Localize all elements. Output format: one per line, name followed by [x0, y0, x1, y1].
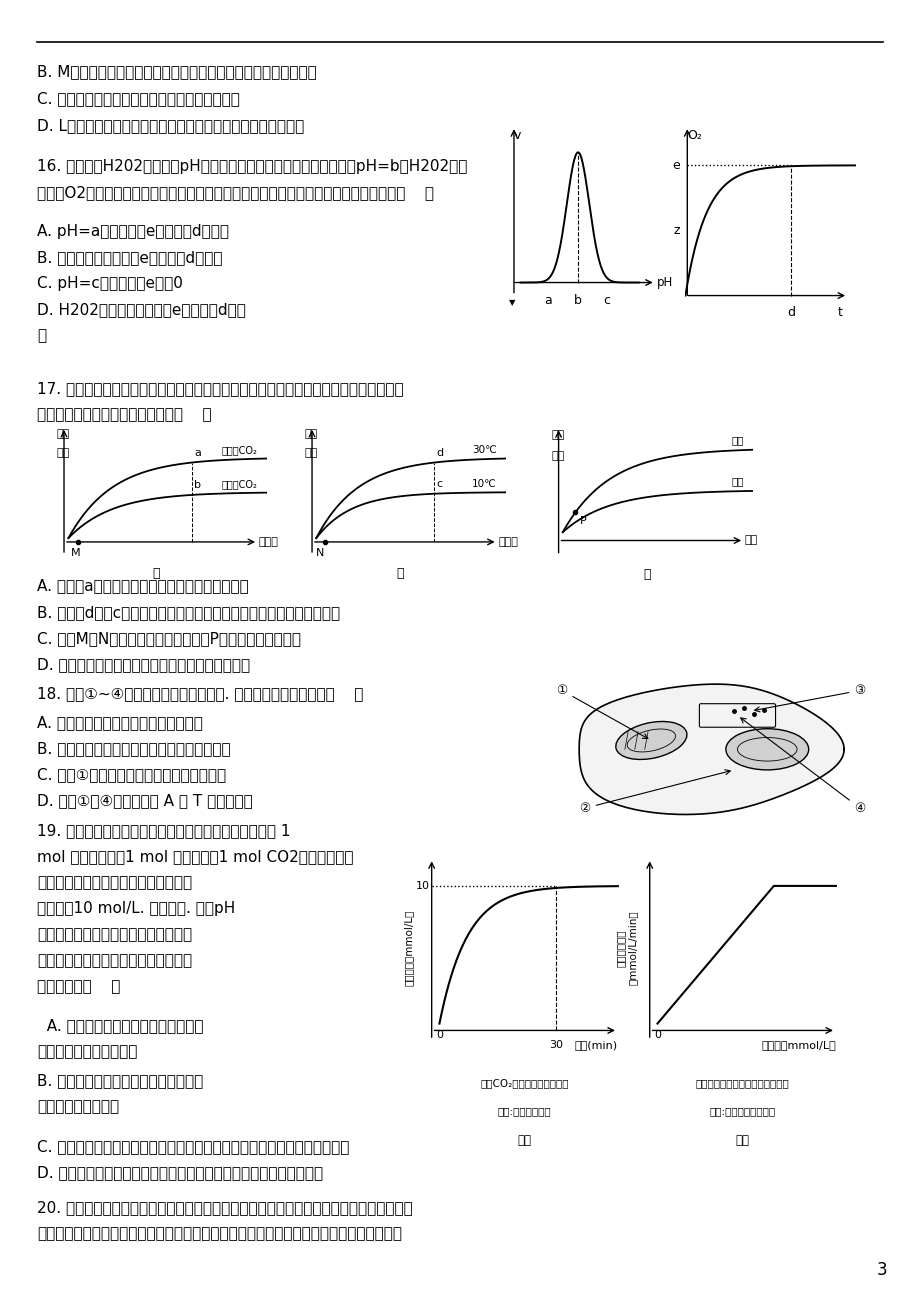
Text: 分充足。晴朗无风的夏日，观测得到了该植物光合速率等生理指标日变化趋势图据图分析，: 分充足。晴朗无风的夏日，观测得到了该植物光合速率等生理指标日变化趋势图据图分析，	[37, 1226, 402, 1242]
Text: d: d	[787, 306, 794, 319]
Text: 移: 移	[37, 328, 46, 344]
Text: D. 结构①和④都存在熈基 A 和 T 的互补配对: D. 结构①和④都存在熈基 A 和 T 的互补配对	[37, 793, 253, 809]
Text: N: N	[315, 548, 323, 559]
Text: 图甲: 图甲	[517, 1134, 531, 1147]
Text: A. 该图是高倍光学显微镜下看到的结构: A. 该图是高倍光学显微镜下看到的结构	[37, 715, 202, 730]
Text: 光合: 光合	[56, 430, 69, 439]
Text: C. pH=c时，图乙中e点为0: C. pH=c时，图乙中e点为0	[37, 276, 183, 292]
Text: 16. 左图甲是H202酶活性受pH影响的曲线，图乙表示在最适温度下，pH=b时H202分解: 16. 左图甲是H202酶活性受pH影响的曲线，图乙表示在最适温度下，pH=b时…	[37, 159, 467, 174]
Ellipse shape	[615, 721, 686, 759]
Text: t: t	[837, 306, 842, 319]
Text: ①: ①	[556, 684, 647, 738]
Text: 乙: 乙	[396, 568, 403, 581]
Text: 物质浓度（mmol/L）: 物质浓度（mmol/L）	[403, 910, 413, 986]
Text: D. H202量增加时，图乙中e点不移，d点左: D. H202量增加时，图乙中e点不移，d点左	[37, 302, 245, 318]
Text: 酶催化反应速率随酶浓度变化曲线: 酶催化反应速率随酶浓度变化曲线	[695, 1078, 789, 1088]
Text: 从小鼠的脑中得到该酶后，在谷氨酸起: 从小鼠的脑中得到该酶后，在谷氨酸起	[37, 875, 192, 891]
Text: P: P	[579, 517, 585, 526]
Text: a: a	[543, 294, 551, 307]
Text: 甲: 甲	[153, 568, 160, 581]
Text: 0: 0	[653, 1030, 660, 1040]
Text: D. L点时，该器官产生二氧化碗的场所是细胞中的线粒体基质。: D. L点时，该器官产生二氧化碗的场所是细胞中的线粒体基质。	[37, 118, 303, 134]
Text: C. 结构①不能将葡萄糖分解成二氧化碗和水: C. 结构①不能将葡萄糖分解成二氧化碗和水	[37, 767, 226, 783]
Text: mol 谷氨酸分解为1 mol 氨基丁酸和1 mol CO2。某科研小组: mol 谷氨酸分解为1 mol 氨基丁酸和1 mol CO2。某科研小组	[37, 849, 353, 865]
Text: 时间(min): 时间(min)	[574, 1040, 618, 1051]
Text: C. 乙图中如化反应速率增加的原因是随着酶浓度的增大，酶的活性逐渐增加: C. 乙图中如化反应速率增加的原因是随着酶浓度的增大，酶的活性逐渐增加	[37, 1139, 349, 1155]
Text: c: c	[603, 294, 609, 307]
Text: 高浓度CO₂: 高浓度CO₂	[221, 445, 256, 456]
Text: 弱光: 弱光	[731, 477, 743, 486]
Text: 产物CO₂浓度随时间变化曲线: 产物CO₂浓度随时间变化曲线	[480, 1078, 568, 1088]
Text: 低浓度CO₂: 低浓度CO₂	[221, 479, 256, 490]
Text: 30℃: 30℃	[471, 445, 496, 456]
Text: O₂: O₂	[686, 129, 701, 142]
Text: c: c	[436, 479, 442, 490]
Text: B. 乙图中d点与c点相比，相同时间内叶肉细胞中三碳化合物的生成量多: B. 乙图中d点与c点相比，相同时间内叶肉细胞中三碳化合物的生成量多	[37, 605, 339, 621]
Text: M: M	[71, 548, 80, 559]
Text: 图乙: 图乙	[735, 1134, 749, 1147]
Text: 的条件下，对该酶的如化反应过程进行: 的条件下，对该酶的如化反应过程进行	[37, 927, 192, 943]
Text: （注:酶浓度固定）: （注:酶浓度固定）	[497, 1107, 551, 1116]
Text: B. 温度降低时，图乙中e点不移，d点右移: B. 温度降低时，图乙中e点不移，d点右移	[37, 250, 222, 266]
Text: 速率: 速率	[56, 448, 69, 458]
Text: 法正确的是（    ）: 法正确的是（ ）	[37, 979, 120, 995]
Text: A. 二氧化碗浓度增加到一定程度以后: A. 二氧化碗浓度增加到一定程度以后	[37, 1018, 203, 1034]
Text: B. 乙图中当酶浓度增加到一定程度后如: B. 乙图中当酶浓度增加到一定程度后如	[37, 1073, 203, 1088]
Text: d: d	[436, 448, 443, 458]
Text: 在最适范围内。下列分析错误的是（    ）: 在最适范围内。下列分析错误的是（ ）	[37, 408, 211, 423]
Text: A. 甲图中a点的限制因素可能是叶绻体中酶的数量: A. 甲图中a点的限制因素可能是叶绻体中酶的数量	[37, 578, 248, 594]
Text: 光强度: 光强度	[258, 536, 278, 547]
Text: 17. 图分别表示两个自变量对光合速率的影响情况，除各图中所示因素外，其他因素均控: 17. 图分别表示两个自变量对光合速率的影响情况，除各图中所示因素外，其他因素均…	[37, 381, 403, 397]
Text: 10℃: 10℃	[471, 479, 496, 490]
Text: 20. 长叶刺葵是棕槅科热带植物。为了解其引种到重庆某地后的生理状况，某研究小组在水: 20. 长叶刺葵是棕槅科热带植物。为了解其引种到重庆某地后的生理状况，某研究小组…	[37, 1200, 412, 1216]
Text: C. 图中M、N点的限制因素是光强度，P点的限制因素是温度: C. 图中M、N点的限制因素是光强度，P点的限制因素是温度	[37, 631, 301, 647]
Text: 始浓度为10 mol/L. 最适温度. 最适pH: 始浓度为10 mol/L. 最适温度. 最适pH	[37, 901, 234, 917]
Text: C. 该器官呼吸作用过程中有非糖物质氧化分解。: C. 该器官呼吸作用过程中有非糖物质氧化分解。	[37, 91, 240, 107]
Text: ④: ④	[740, 717, 865, 815]
Text: ②: ②	[579, 769, 730, 815]
Text: B. 此细胞不可能是原核细胞，只能是动物细胞: B. 此细胞不可能是原核细胞，只能是动物细胞	[37, 741, 230, 756]
Text: 丙: 丙	[642, 568, 650, 581]
Text: ③: ③	[754, 684, 865, 712]
Text: D. 将甲的纵坐标改成乙中的如化反应速率，坐标曲线和原曲线不一样: D. 将甲的纵坐标改成乙中的如化反应速率，坐标曲线和原曲线不一样	[37, 1165, 323, 1181]
Text: D. 丙图中，随着温度的升高，曲线走势将稳定不变: D. 丙图中，随着温度的升高，曲线走势将稳定不变	[37, 658, 250, 673]
Text: 化反应速率不再增加: 化反应速率不再增加	[37, 1099, 119, 1115]
Text: pH: pH	[656, 276, 673, 289]
Text: 不再增加，原因是酶失活: 不再增加，原因是酶失活	[37, 1044, 137, 1060]
Text: e: e	[671, 159, 679, 172]
Text: 速率: 速率	[550, 450, 563, 461]
Ellipse shape	[725, 729, 808, 769]
Text: B. M点是贮藏该器官的最适氧气浓度，此时厌氧呼吸的强度最低。: B. M点是贮藏该器官的最适氧气浓度，此时厌氧呼吸的强度最低。	[37, 64, 316, 79]
Text: 18. 图中①~④表示某细胞的部分细胞器. 下列有关叙述正确的是（    ）: 18. 图中①~④表示某细胞的部分细胞器. 下列有关叙述正确的是（ ）	[37, 686, 363, 702]
Text: （注:反应物浓度过量）: （注:反应物浓度过量）	[709, 1107, 775, 1116]
Text: 温度: 温度	[744, 535, 757, 546]
Text: b: b	[573, 294, 582, 307]
Text: 30: 30	[549, 1040, 562, 1051]
Text: 速率: 速率	[304, 448, 317, 458]
Text: z: z	[673, 224, 679, 237]
Text: 10: 10	[415, 881, 429, 891]
Text: 19. 动物脑组织中含有丰富的谷氨酸脱罧酶，能专一如化 1: 19. 动物脑组织中含有丰富的谷氨酸脱罧酶，能专一如化 1	[37, 823, 290, 838]
Text: v: v	[513, 129, 520, 142]
Text: 光合: 光合	[550, 430, 563, 440]
Text: 光强度: 光强度	[498, 536, 517, 547]
Text: a: a	[194, 448, 200, 458]
Text: A. pH=a时，图乙中e点下移，d点左移: A. pH=a时，图乙中e点下移，d点左移	[37, 224, 229, 240]
Text: 光合: 光合	[304, 430, 317, 439]
Text: b: b	[194, 480, 201, 491]
Text: 催化反应速率
（mmol/L/min）: 催化反应速率 （mmol/L/min）	[615, 910, 637, 986]
Text: 研究，结果见图甲和图乙。下列有关说: 研究，结果见图甲和图乙。下列有关说	[37, 953, 192, 969]
Text: 0: 0	[436, 1030, 442, 1040]
Text: 酶浓度（mmol/L）: 酶浓度（mmol/L）	[760, 1040, 835, 1051]
Polygon shape	[579, 684, 844, 815]
Text: 强光: 强光	[731, 435, 743, 445]
Text: 产生的O2量随时间的变化。若该酶促反应过程中改变某一初始条件，以下改变正确的是（    ）: 产生的O2量随时间的变化。若该酶促反应过程中改变某一初始条件，以下改变正确的是（…	[37, 185, 434, 201]
Text: 3: 3	[876, 1260, 887, 1279]
Text: ▼: ▼	[508, 298, 515, 307]
